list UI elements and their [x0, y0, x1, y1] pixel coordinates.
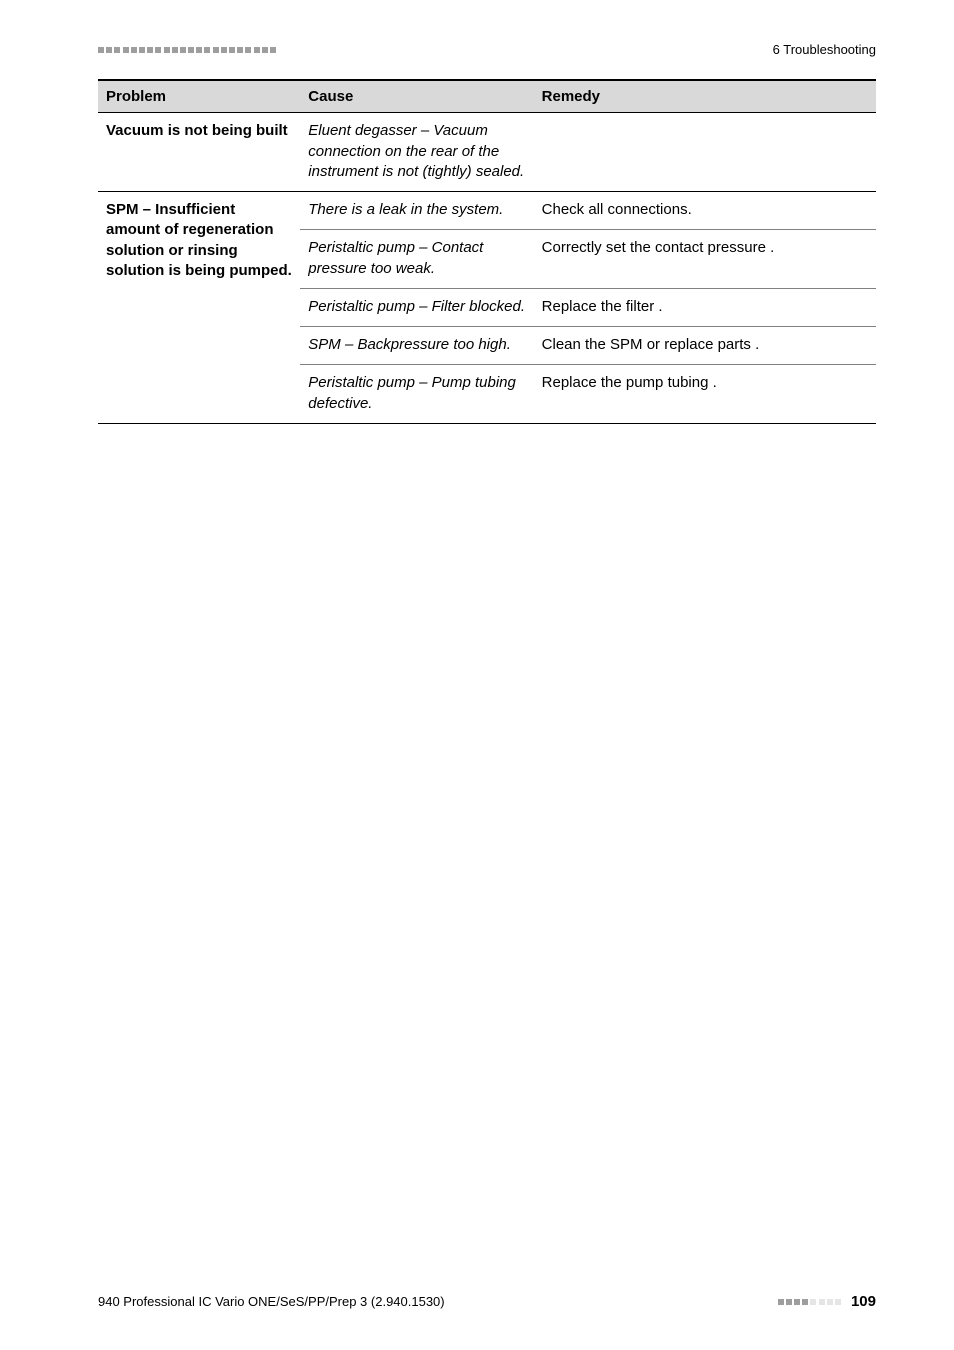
remedy-cell: Replace the filter . — [534, 288, 876, 326]
problem-cell: Vacuum is not being built — [98, 113, 300, 192]
page-footer: 940 Professional IC Vario ONE/SeS/PP/Pre… — [98, 1293, 876, 1310]
remedy-cell: Check all connections. — [534, 192, 876, 230]
section-label: 6 Troubleshooting — [773, 42, 876, 57]
cause-cell: Peristaltic pump – Contact pressure too … — [300, 230, 533, 289]
table-row: SPM – Insufficient amount of regeneratio… — [98, 192, 876, 230]
cause-cell: There is a leak in the system. — [300, 192, 533, 230]
table-header-row: Problem Cause Remedy — [98, 80, 876, 113]
header-dots — [98, 47, 276, 53]
remedy-cell: Correctly set the contact pressure . — [534, 230, 876, 289]
troubleshooting-table: Problem Cause Remedy Vacuum is not being… — [98, 79, 876, 424]
cause-cell: Eluent degasser – Vacuum connection on t… — [300, 113, 533, 192]
remedy-cell: Clean the SPM or replace parts . — [534, 327, 876, 365]
page-number: 109 — [851, 1293, 876, 1310]
doc-title: 940 Professional IC Vario ONE/SeS/PP/Pre… — [98, 1294, 445, 1309]
col-header-cause: Cause — [300, 80, 533, 113]
cause-cell: SPM – Backpressure too high. — [300, 327, 533, 365]
remedy-cell: Replace the pump tubing . — [534, 365, 876, 424]
col-header-problem: Problem — [98, 80, 300, 113]
table-row: Vacuum is not being built Eluent degasse… — [98, 113, 876, 192]
cause-cell: Peristaltic pump – Filter blocked. — [300, 288, 533, 326]
page-header: 6 Troubleshooting — [98, 42, 876, 57]
col-header-remedy: Remedy — [534, 80, 876, 113]
footer-dots — [778, 1299, 841, 1305]
problem-cell: SPM – Insufficient amount of regeneratio… — [98, 192, 300, 424]
cause-cell: Peristaltic pump – Pump tubing defective… — [300, 365, 533, 424]
remedy-cell — [534, 113, 876, 192]
